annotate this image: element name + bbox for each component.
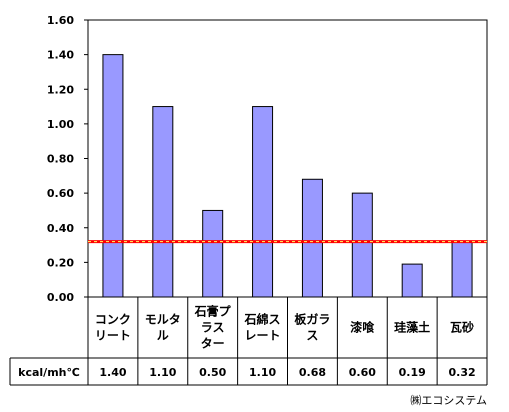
value-label: 1.40 xyxy=(99,366,126,379)
plot-frame xyxy=(87,19,488,298)
value-label: 0.60 xyxy=(349,366,376,379)
bar xyxy=(351,192,373,298)
category-label: 石膏プラスター xyxy=(194,304,232,351)
y-tick-label: 0.40 xyxy=(47,222,74,235)
y-tick-label: 0.80 xyxy=(47,153,74,166)
bar xyxy=(301,178,323,298)
value-label: 1.10 xyxy=(149,366,176,379)
category-label: 石綿スレート xyxy=(244,312,281,343)
y-tick-label: 1.60 xyxy=(47,14,74,27)
bar xyxy=(102,54,124,298)
category-label: 漆喰 xyxy=(350,320,374,335)
value-label: 1.10 xyxy=(249,366,276,379)
value-label: 0.50 xyxy=(199,366,226,379)
y-tick-label: 1.00 xyxy=(47,118,74,131)
category-label: モルタル xyxy=(145,313,181,343)
category-label: 板ガラス xyxy=(294,312,330,343)
value-label: 0.19 xyxy=(399,366,426,379)
value-label: 0.32 xyxy=(448,366,475,379)
y-tick-label: 0.20 xyxy=(47,256,74,269)
bar xyxy=(252,106,274,298)
unit-label: kcal/mh℃ xyxy=(18,366,80,379)
category-label: 瓦砂 xyxy=(450,320,474,335)
y-tick-label: 1.40 xyxy=(47,49,74,62)
bar xyxy=(202,209,224,298)
y-tick-label: 1.20 xyxy=(47,83,74,96)
value-label: 0.68 xyxy=(299,366,326,379)
bar xyxy=(451,241,473,298)
y-tick-label: 0.60 xyxy=(47,187,74,200)
footer-credit: ㈱エコシステム xyxy=(410,394,487,407)
category-label: コンクリート xyxy=(95,313,131,343)
category-label: 珪藻土 xyxy=(394,320,430,335)
y-tick-label: 0.00 xyxy=(47,291,74,304)
bar xyxy=(401,263,423,298)
bar xyxy=(152,106,174,298)
